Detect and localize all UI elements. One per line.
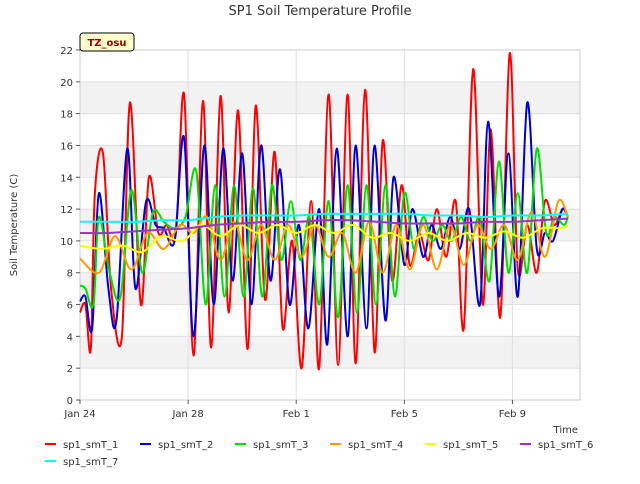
x-tick-label: Jan 24 — [63, 409, 95, 420]
y-tick-label: 2 — [67, 364, 73, 375]
y-tick-label: 6 — [67, 301, 73, 312]
series-line-sp1_smT_7 — [80, 212, 568, 223]
x-tick-label: Feb 1 — [283, 409, 310, 420]
legend-item-sp1_smT_1: sp1_smT_1 — [45, 440, 118, 451]
legend-label: sp1_smT_5 — [443, 440, 498, 451]
legend-item-sp1_smT_3: sp1_smT_3 — [235, 440, 308, 451]
x-axis-label: Time — [553, 425, 578, 436]
timezone-badge-label: TZ_osu — [87, 38, 126, 49]
y-axis-ticks: 0 2 4 6 8 10 12 14 16 18 20 22 — [60, 46, 80, 407]
legend-item-sp1_smT_6: sp1_smT_6 — [520, 440, 593, 451]
y-tick-label: 10 — [60, 237, 73, 248]
series-line-sp1_smT_1 — [79, 52, 569, 371]
series-layer — [79, 52, 569, 371]
plot-frame — [79, 49, 581, 401]
x-tick-label: Jan 28 — [171, 409, 203, 420]
series-line-sp1_smT_3 — [79, 147, 569, 319]
legend-label: sp1_smT_6 — [538, 440, 593, 451]
y-tick-label: 12 — [60, 205, 73, 216]
legend-item-sp1_smT_4: sp1_smT_4 — [330, 440, 403, 451]
timezone-badge: TZ_osu — [79, 32, 135, 52]
band — [80, 336, 580, 369]
timezone-badge-box — [79, 32, 135, 52]
series-line-sp1_smT_4 — [79, 198, 569, 275]
legend-item-sp1_smT_5: sp1_smT_5 — [425, 440, 498, 451]
legend-label: sp1_smT_1 — [63, 440, 118, 451]
y-tick-label: 14 — [60, 173, 73, 184]
y-tick-label: 22 — [60, 46, 73, 57]
legend: sp1_smT_1 sp1_smT_2 sp1_smT_3 sp1_smT_4 sp1_… — [45, 440, 593, 468]
legend-label: sp1_smT_4 — [348, 440, 403, 451]
legend-label: sp1_smT_2 — [158, 440, 213, 451]
legend-item-sp1_smT_7: sp1_smT_7 — [45, 457, 118, 468]
y-axis-label: Soil Temperature (C) — [9, 174, 20, 277]
chart-title: SP1 Soil Temperature Profile — [229, 4, 412, 19]
x-tick-label: Feb 5 — [391, 409, 418, 420]
y-tick-label: 16 — [60, 141, 73, 152]
x-tick-label: Feb 9 — [499, 409, 526, 420]
legend-label: sp1_smT_7 — [63, 457, 118, 468]
y-tick-label: 0 — [67, 396, 73, 407]
series-line-sp1_smT_5 — [79, 223, 569, 254]
y-tick-label: 18 — [60, 110, 73, 121]
series-line-sp1_smT_2 — [79, 101, 569, 346]
series-line-sp1_smT_6 — [79, 217, 568, 235]
y-tick-label: 8 — [67, 269, 73, 280]
x-axis-ticks: Jan 24 Jan 28 Feb 1 Feb 5 Feb 9 — [63, 400, 526, 420]
legend-item-sp1_smT_2: sp1_smT_2 — [140, 440, 213, 451]
y-tick-label: 20 — [60, 78, 73, 89]
y-tick-label: 4 — [67, 332, 73, 343]
legend-label: sp1_smT_3 — [253, 440, 308, 451]
